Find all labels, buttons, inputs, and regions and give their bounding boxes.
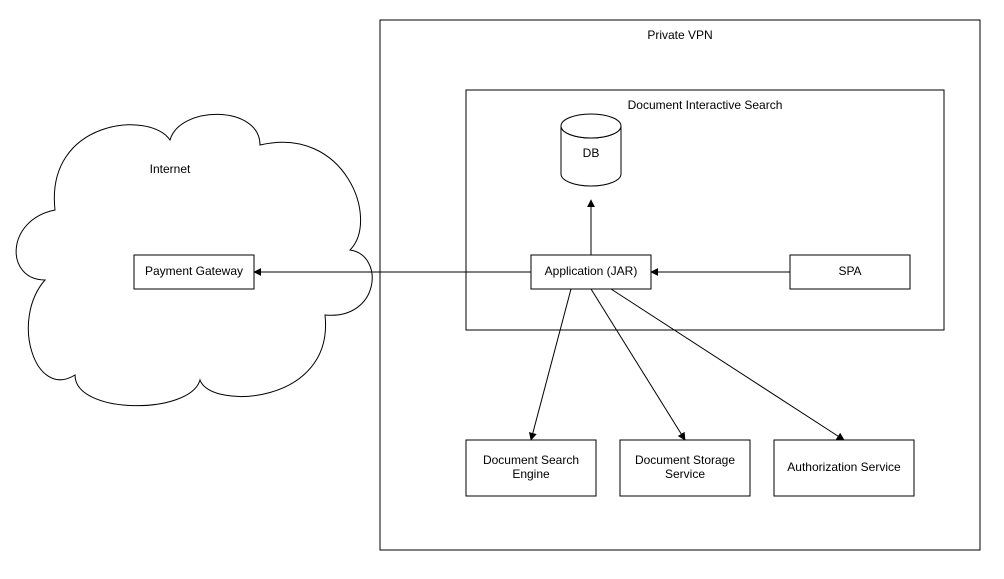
document-interactive-search-container: Document Interactive Search bbox=[466, 90, 944, 330]
spa-node: SPA bbox=[790, 255, 910, 289]
edge-app-auth bbox=[611, 289, 844, 440]
edge-app-storage bbox=[591, 289, 685, 440]
document-storage-service-node: Document StorageService bbox=[620, 440, 750, 496]
authorization-service-node: Authorization Service bbox=[774, 440, 914, 496]
application-jar-label: Application (JAR) bbox=[545, 264, 638, 278]
application-jar-node: Application (JAR) bbox=[531, 255, 651, 289]
document-search-engine-node: Document SearchEngine bbox=[466, 440, 596, 496]
authorization-service-label: Authorization Service bbox=[787, 460, 901, 474]
internet-label: Internet bbox=[150, 162, 191, 176]
edge-app-search bbox=[531, 289, 571, 440]
payment-gateway-label: Payment Gateway bbox=[145, 264, 243, 278]
document-interactive-search-label: Document Interactive Search bbox=[628, 98, 783, 112]
payment-gateway-node: Payment Gateway bbox=[134, 255, 254, 289]
db-node: DB bbox=[561, 114, 621, 186]
private-vpn-label: Private VPN bbox=[647, 28, 712, 42]
db-label: DB bbox=[583, 146, 600, 160]
spa-label: SPA bbox=[838, 264, 861, 278]
